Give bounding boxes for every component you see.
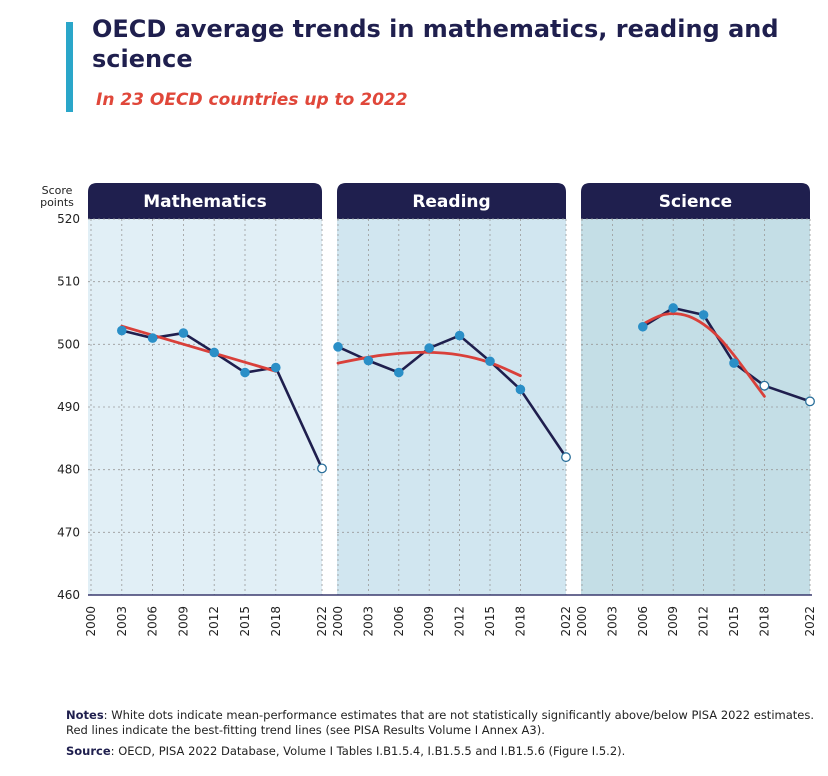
mathematics-panel-header	[88, 183, 322, 219]
mathematics-point-2018	[271, 362, 281, 373]
mathematics-x-tick-2015: 2015	[238, 606, 252, 637]
reading-point-2015	[485, 356, 495, 367]
mathematics-point-2015	[240, 367, 250, 378]
reading-x-tick-2018: 2018	[513, 606, 527, 637]
chart-area: Score points 460 470 480 490 500 510 520 Mathem…	[40, 183, 817, 637]
mathematics-x-tick-2009: 2009	[176, 606, 190, 637]
science-point-2015	[729, 358, 739, 368]
reading-x-tick-2006: 2006	[392, 606, 406, 637]
mathematics-x-tick-2000: 2000	[84, 606, 98, 637]
reading-x-tick-2015: 2015	[483, 606, 497, 637]
reading-panel-header	[337, 183, 566, 219]
notes-text: : White dots indicate mean-performance e…	[66, 708, 814, 737]
notes-block: Notes: White dots indicate mean-performa…	[66, 708, 816, 759]
science-x-tick-2006: 2006	[636, 606, 650, 637]
science-panel-header	[581, 183, 810, 219]
science-trend-line	[641, 312, 766, 398]
title-accent-bar	[66, 22, 73, 112]
reading-point-2003	[363, 355, 374, 366]
reading-point-2000	[333, 342, 343, 352]
science-x-tick-2018: 2018	[757, 606, 771, 637]
science-point-2022	[805, 396, 815, 407]
y-tick-label-480: 480	[57, 463, 80, 477]
y-tick-label-510: 510	[57, 275, 80, 289]
mathematics-x-tick-2022: 2022	[315, 606, 329, 637]
reading-x-tick-2000: 2000	[331, 606, 345, 637]
science-point-2018	[759, 380, 770, 391]
mathematics-point-2003	[117, 325, 127, 336]
science-point-2009	[668, 303, 679, 313]
science-x-tick-2009: 2009	[666, 606, 680, 637]
reading-point-2009	[424, 343, 435, 353]
science-point-2012	[698, 310, 709, 320]
reading-x-tick-2009: 2009	[422, 606, 436, 637]
notes-label: Notes	[66, 708, 104, 722]
reading-point-2018	[515, 384, 526, 395]
mathematics-point-2006	[147, 333, 158, 343]
chart-subtitle: In 23 OECD countries up to 2022	[96, 90, 408, 110]
y-tick-label-520: 520	[57, 212, 80, 226]
mathematics-x-tick-2012: 2012	[207, 606, 221, 637]
y-axis-label-line1: Score	[42, 184, 73, 197]
mathematics-trend-line	[120, 324, 278, 373]
y-axis-label-line2: points	[40, 196, 74, 209]
chart-title: OECD average trends in mathematics, read…	[92, 15, 779, 73]
science-x-tick-2000: 2000	[575, 606, 589, 637]
y-tick-label-490: 490	[57, 400, 80, 414]
science-point-2006	[638, 321, 648, 332]
reading-series-line	[337, 334, 568, 458]
reading-x-tick-2022: 2022	[559, 606, 573, 637]
science-panel-background	[581, 219, 810, 595]
science-x-tick-2003: 2003	[605, 606, 619, 637]
science-x-tick-2015: 2015	[727, 606, 741, 637]
mathematics-panel-title: Mathematics	[143, 192, 266, 212]
y-tick-label-470: 470	[57, 525, 80, 539]
mathematics-point-2009	[178, 328, 189, 338]
source-label: Source	[66, 744, 111, 758]
notes-line: Notes: White dots indicate mean-performa…	[66, 708, 816, 738]
science-x-tick-2012: 2012	[697, 606, 711, 637]
reading-x-tick-2012: 2012	[453, 606, 467, 637]
mathematics-x-tick-2006: 2006	[146, 606, 160, 637]
science-panel-title: Science	[659, 192, 732, 212]
science-x-tick-2022: 2022	[803, 606, 817, 637]
reading-x-tick-2003: 2003	[361, 606, 375, 637]
y-tick-label-500: 500	[57, 337, 80, 351]
mathematics-point-2022	[317, 463, 327, 474]
mathematics-x-tick-2003: 2003	[115, 606, 129, 637]
mathematics-x-tick-2018: 2018	[269, 606, 283, 637]
reading-point-2006	[394, 367, 404, 378]
reading-point-2012	[454, 330, 465, 341]
source-line: Source: OECD, PISA 2022 Database, Volume…	[66, 744, 816, 759]
reading-point-2022	[561, 452, 571, 463]
mathematics-point-2012	[209, 347, 219, 358]
reading-panel-title: Reading	[412, 192, 490, 212]
y-tick-label-460: 460	[57, 588, 80, 602]
source-text: : OECD, PISA 2022 Database, Volume I Tab…	[110, 744, 626, 758]
